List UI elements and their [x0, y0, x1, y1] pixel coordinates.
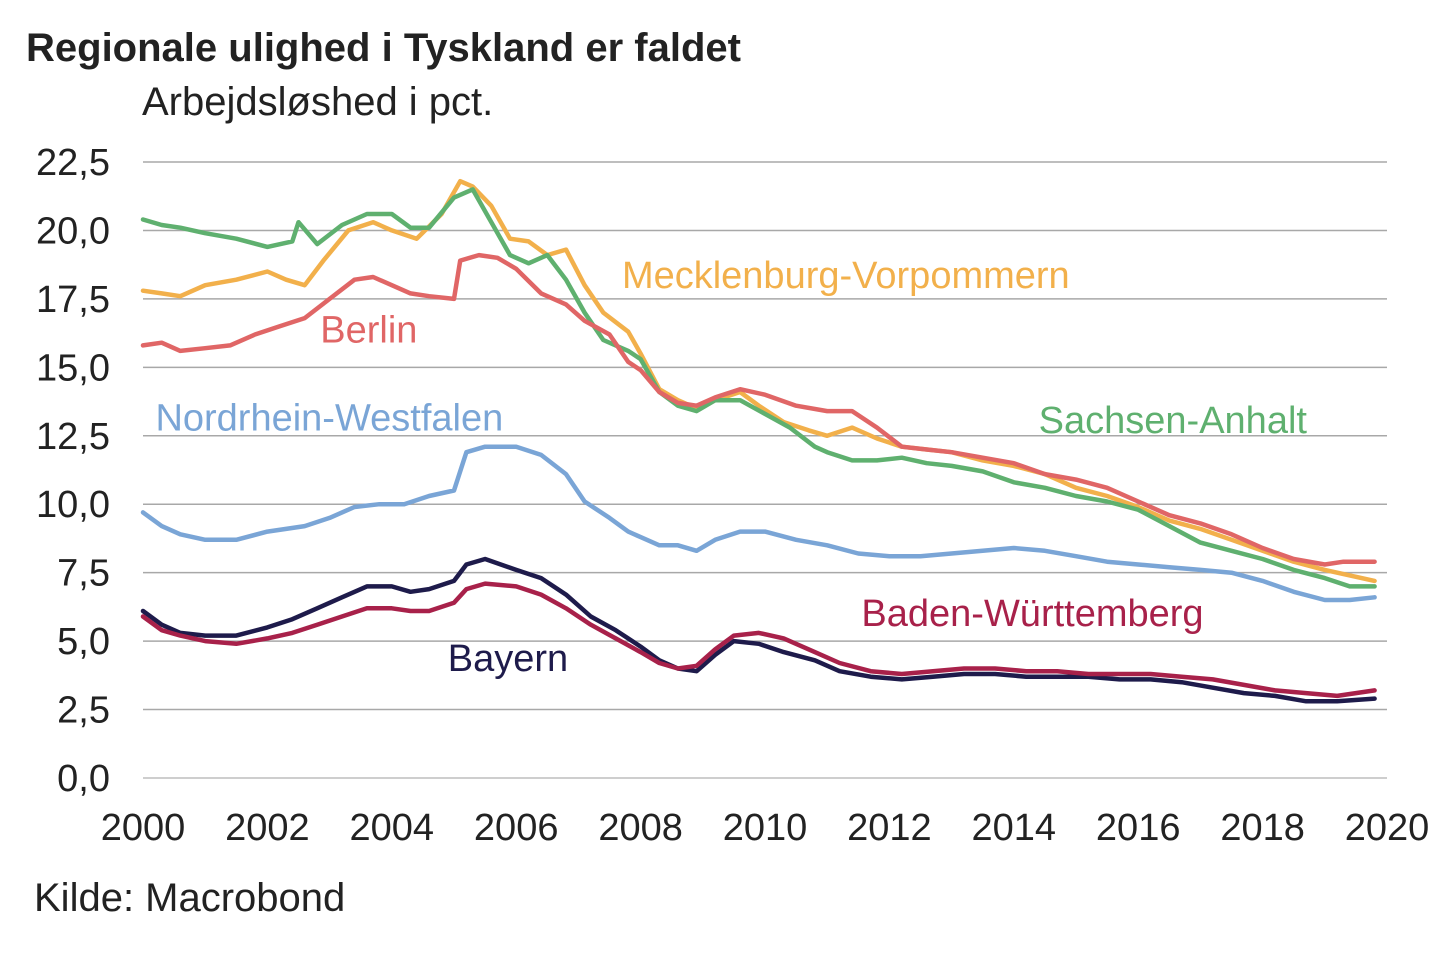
series-line-sachsen-anhalt [140, 187, 1377, 589]
y-tick-label: 12,5 [36, 416, 110, 458]
y-tick-label: 10,0 [36, 484, 110, 526]
y-tick-label: 17,5 [36, 279, 110, 321]
x-tick-label: 2002 [225, 807, 310, 849]
chart-title: Regionale ulighed i Tyskland er faldet [26, 26, 741, 70]
series-label-bayern: Bayern [448, 638, 568, 680]
series-label-mecklenburg-vorpommern: Mecklenburg-Vorpommern [622, 255, 1070, 297]
series-line-bayern [140, 556, 1377, 704]
x-tick-label: 2004 [350, 807, 435, 849]
x-tick-label: 2014 [972, 807, 1057, 849]
y-tick-label: 5,0 [57, 621, 110, 663]
series-label-nordrhein-westfalen: Nordrhein-Westfalen [155, 397, 503, 439]
series-line-berlin [140, 252, 1377, 567]
y-tick-label: 15,0 [36, 347, 110, 389]
x-tick-label: 2010 [723, 807, 808, 849]
x-tick-label: 2016 [1096, 807, 1181, 849]
y-tick-label: 0,0 [57, 758, 110, 800]
series-line-mecklenburg-vorpommern [140, 178, 1377, 584]
x-axis-ticks: 2000 2002 2004 2006 2008 2010 2012 2014 2016 2018… [101, 807, 1430, 849]
y-tick-label: 7,5 [57, 553, 110, 595]
series-line-nordrhein-westfalen [140, 444, 1377, 603]
x-tick-label: 2018 [1220, 807, 1305, 849]
x-tick-label: 2000 [101, 807, 186, 849]
series-label-baden-w-rttemberg: Baden-Württemberg [861, 593, 1203, 635]
series-line-baden-w-rttemberg [140, 581, 1377, 699]
y-tick-label: 2,5 [57, 690, 110, 732]
series-label-sachsen-anhalt: Sachsen-Anhalt [1039, 400, 1308, 442]
series-labels: Mecklenburg-Vorpommern Sachsen-Anhalt Berl… [155, 255, 1307, 680]
x-tick-label: 2008 [598, 807, 683, 849]
y-axis-ticks: 0,0 2,5 5,0 7,5 10,0 12,5 15,0 17,5 20,0 22,5 [36, 142, 110, 800]
series-label-berlin: Berlin [320, 310, 417, 352]
series-lines [140, 178, 1377, 704]
gridlines [143, 161, 1387, 779]
y-tick-label: 20,0 [36, 210, 110, 252]
chart-subtitle: Arbejdsløshed i pct. [142, 80, 494, 124]
x-tick-label: 2012 [847, 807, 932, 849]
source-note: Kilde: Macrobond [34, 876, 346, 920]
x-tick-label: 2006 [474, 807, 559, 849]
y-tick-label: 22,5 [36, 142, 110, 184]
x-tick-label: 2020 [1345, 807, 1430, 849]
